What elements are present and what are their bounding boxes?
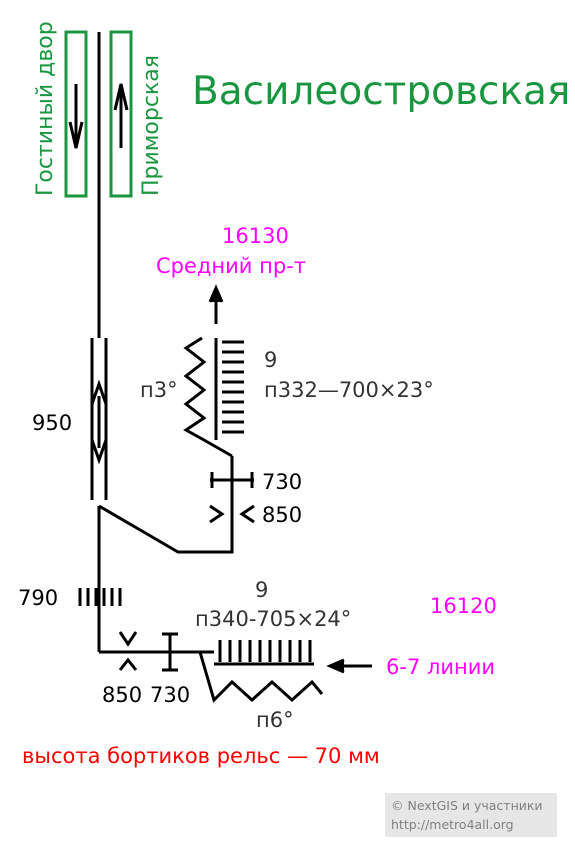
branch-bottom-code: 16120 xyxy=(430,594,497,618)
narrow-mark xyxy=(209,504,255,524)
branch-bottom-label: 6-7 линии xyxy=(386,655,495,679)
gauge-mark xyxy=(210,472,254,488)
bottom-gauge-mark xyxy=(162,632,178,672)
bottom-narrow-label: 850 xyxy=(102,683,142,707)
double-arrow-icon xyxy=(90,379,108,465)
rail-note: высота бортиков рельс — 70 мм xyxy=(22,744,380,768)
branch-top-label: Средний пр-т xyxy=(156,254,306,278)
bottom-gauge-label: 730 xyxy=(150,683,190,707)
station-title: Василеостровская xyxy=(192,69,570,114)
branch-bottom-curve: п6° xyxy=(256,708,294,732)
credit-line-1: © NextGIS и участники xyxy=(391,798,543,813)
arrow-up-icon xyxy=(208,284,224,303)
branch-top-spec: п332—700×23° xyxy=(264,378,434,402)
branch-top-code: 16130 xyxy=(222,224,289,248)
branch-top-count: 9 xyxy=(264,348,277,372)
bottom-narrow-mark xyxy=(118,631,138,671)
direction-left: Гостиный двор xyxy=(33,21,88,198)
direction-left-label: Гостиный двор xyxy=(33,21,58,196)
branch-bottom-count: 9 xyxy=(255,578,268,602)
credit-link[interactable]: http://metro4all.org xyxy=(391,817,514,832)
branch-bottom-spec: п340-705×24° xyxy=(195,607,351,631)
direction-right: Приморская xyxy=(109,30,164,198)
branch-narrow-label: 850 xyxy=(262,503,302,527)
zigzag xyxy=(183,336,233,458)
direction-right-frame xyxy=(109,30,133,198)
direction-left-frame xyxy=(64,30,88,198)
lower-ties xyxy=(78,588,122,606)
main-track xyxy=(90,32,234,654)
bottom-tie-marks xyxy=(218,640,312,662)
upper-branch xyxy=(183,284,255,524)
direction-right-label: Приморская xyxy=(139,55,164,196)
main-line-label: 950 xyxy=(32,411,72,435)
lower-ties-label: 790 xyxy=(18,586,58,610)
arrow-up-icon xyxy=(113,83,129,111)
tie-marks xyxy=(222,340,244,434)
bottom-zigzag xyxy=(198,651,324,703)
branch-gauge-label: 730 xyxy=(262,470,302,494)
arrow-down-icon xyxy=(68,121,84,149)
credit-box: © NextGIS и участники http://metro4all.o… xyxy=(385,793,557,837)
lower-track xyxy=(78,588,372,703)
arrow-left-icon xyxy=(326,658,345,674)
branch-top-curve: п3° xyxy=(140,378,178,402)
